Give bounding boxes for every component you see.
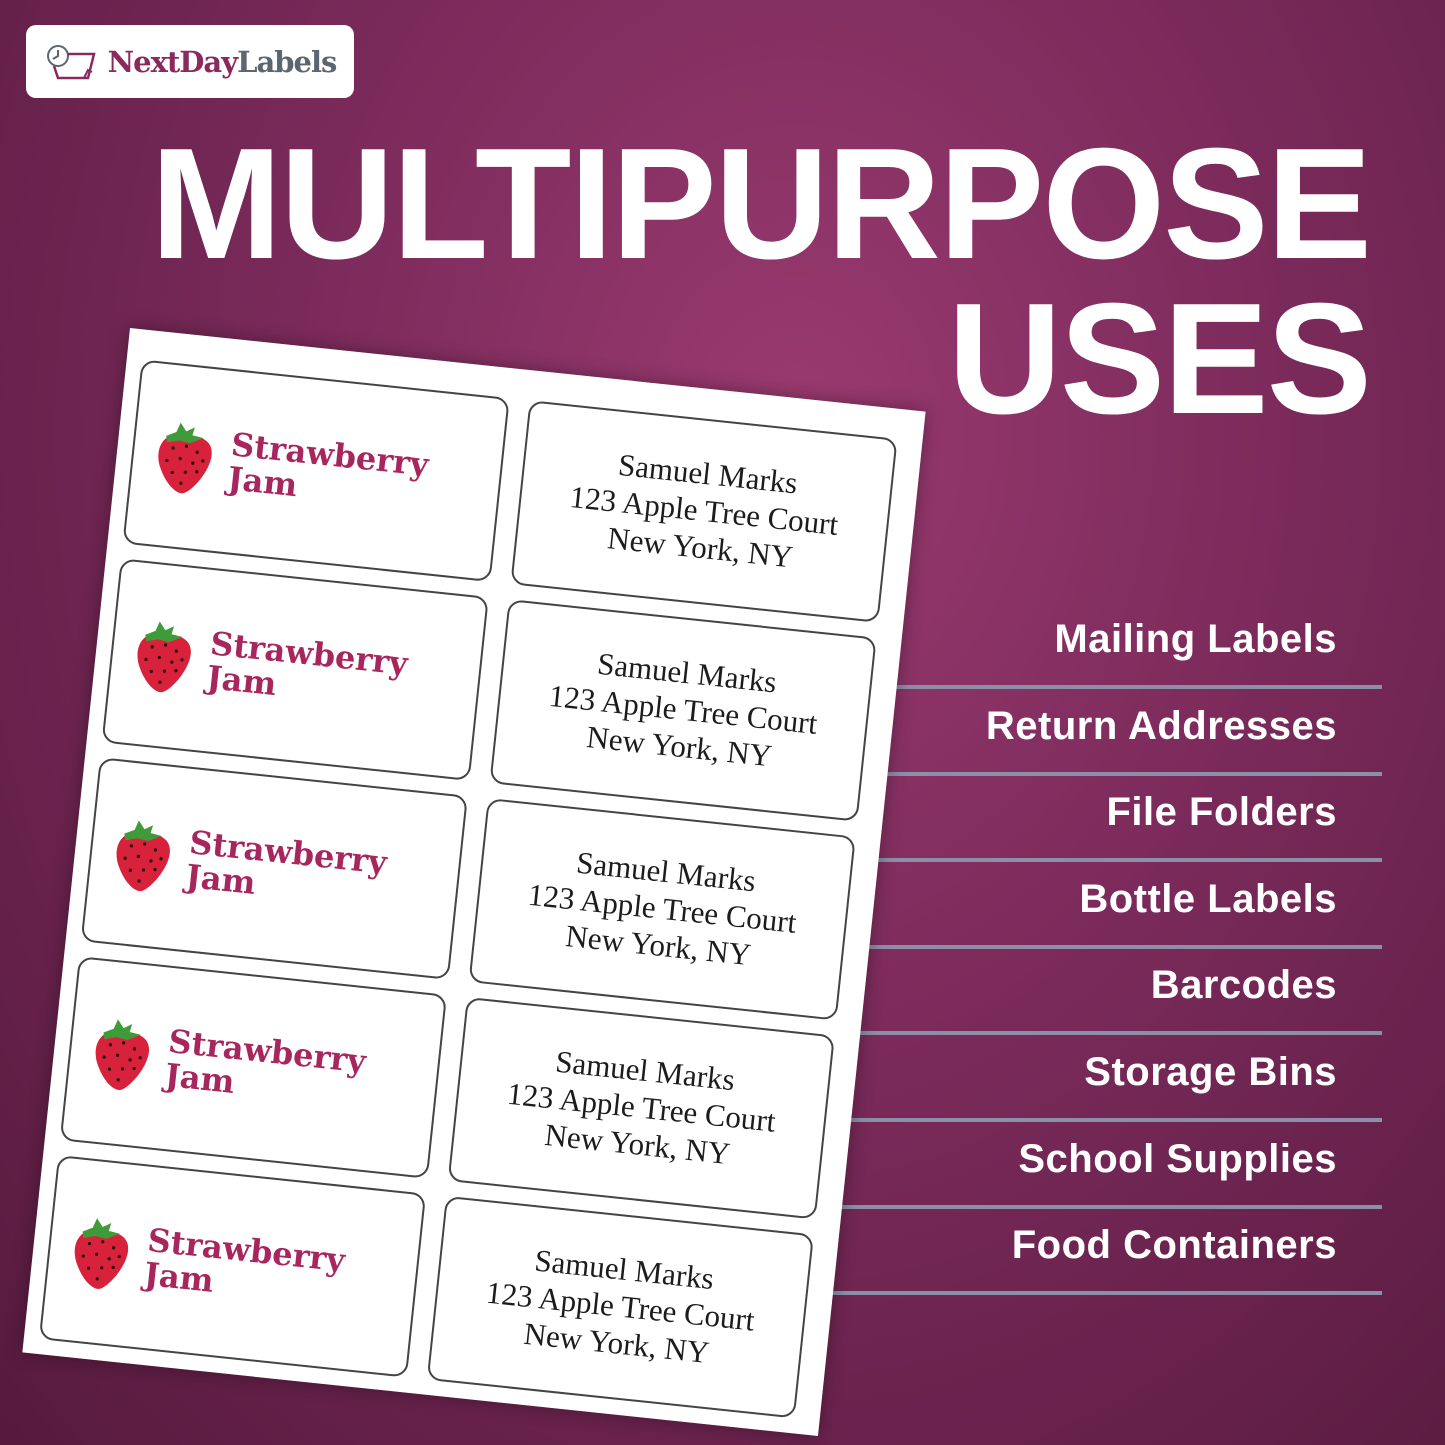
use-item: File Folders [1106,790,1337,835]
use-item: School Supplies [1018,1136,1337,1181]
strawberry-icon [116,819,170,891]
use-item: Mailing Labels [1054,617,1337,661]
logo-text-labels: Labels [237,44,337,79]
headline-line1: MULTIPURPOSE [150,116,1372,292]
divider [760,858,1382,863]
use-item: Bottle Labels [1079,876,1337,921]
strawberry-icon [74,1217,129,1289]
use-item: Food Containers [1011,1223,1337,1268]
address-label: Samuel Marks 123 Apple Tree Court New York… [426,1195,814,1419]
product-label: Strawberry Jam [38,1155,427,1378]
product-label: Strawberry Jam [80,757,468,980]
use-item: Storage Bins [1084,1050,1337,1094]
logo-text-nextday: NextDay [107,44,238,79]
divider [760,1204,1382,1209]
use-item: Barcodes [1150,963,1337,1008]
strawberry-icon [158,422,212,493]
divider [760,944,1382,949]
strawberry-icon [95,1018,149,1090]
strawberry-icon [137,621,191,692]
divider [760,685,1382,689]
headline-line2: USES [947,271,1372,447]
label-sheet: Strawberry Jam Samuel Marks 123 Apple Tree … [22,328,926,1436]
divider [760,1031,1382,1036]
divider [760,1291,1382,1296]
divider [760,771,1382,776]
use-item: Return Addresses [985,703,1337,748]
address-label: Samuel Marks 123 Apple Tree Court New York… [468,797,856,1021]
product-label: Strawberry Jam [122,359,510,583]
product-label: Strawberry Jam [101,558,489,781]
address-label: Samuel Marks 123 Apple Tree Court New York… [447,996,835,1220]
brand-logo: NextDayLabels [26,25,354,98]
divider [760,1118,1382,1122]
address-label: Samuel Marks 123 Apple Tree Court New York… [489,599,877,822]
label-clock-icon [46,44,96,79]
product-label: Strawberry Jam [59,956,448,1179]
address-label: Samuel Marks 123 Apple Tree Court New York… [510,400,898,623]
